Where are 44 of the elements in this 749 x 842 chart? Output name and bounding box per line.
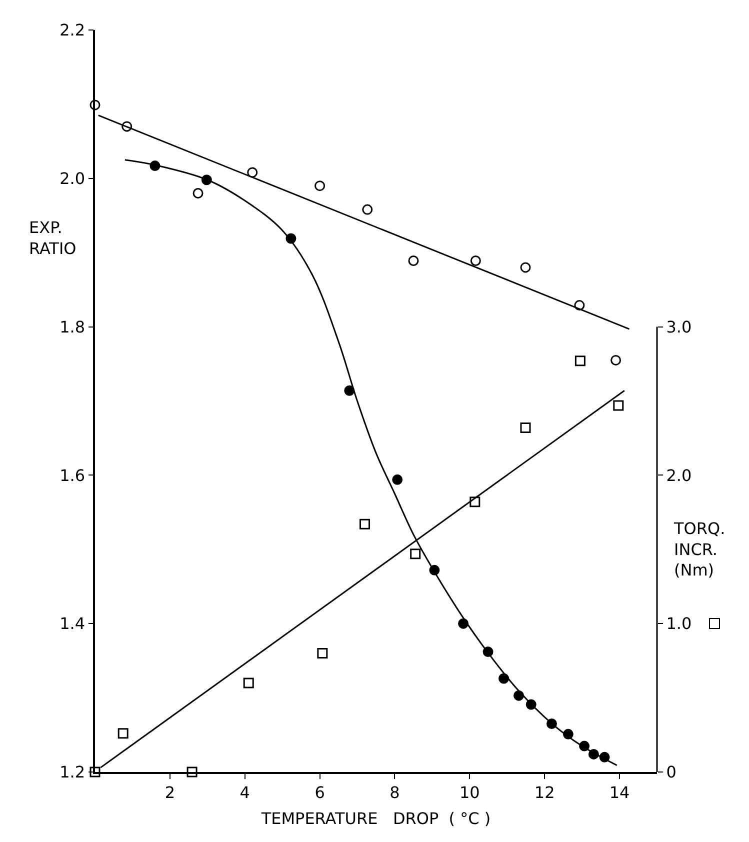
- x-tick-label: 10: [459, 782, 480, 802]
- point: [520, 422, 531, 433]
- x-tick-label: 2: [164, 782, 176, 802]
- point: [186, 766, 198, 778]
- y2-tick-label: 1.0: [666, 614, 692, 634]
- point: [408, 256, 419, 266]
- y-tick-label: 1.4: [60, 614, 86, 634]
- point: [360, 518, 370, 530]
- point: [362, 204, 373, 215]
- y-tick-label: 1.8: [60, 317, 86, 336]
- point: [317, 648, 328, 659]
- x-tick-label: 6: [314, 782, 325, 802]
- point: [90, 100, 100, 110]
- y2-tick-label: 2.0: [666, 466, 692, 485]
- x-tick-label: 12: [534, 782, 555, 802]
- point: [574, 356, 586, 366]
- point: [243, 678, 254, 688]
- x-tick-label: 8: [390, 782, 400, 802]
- y-tick-label: 1.6: [60, 466, 86, 485]
- y2-tick-label: 3.0: [666, 317, 692, 336]
- point: [314, 180, 326, 192]
- point: [520, 262, 531, 273]
- point: [613, 400, 624, 411]
- point: [610, 354, 622, 366]
- y-axis-title: EXP. RATIO: [29, 218, 76, 258]
- x-tick-label: 4: [240, 782, 250, 802]
- point: [192, 188, 204, 198]
- point: [118, 728, 128, 739]
- y2-axis-title: TORQ. INCR. (Nm): [673, 519, 726, 580]
- y-tick-label: 2.2: [60, 20, 86, 40]
- point: [470, 256, 481, 266]
- x-tick-label: 14: [609, 782, 630, 802]
- point: [470, 496, 480, 508]
- point: [344, 385, 355, 396]
- point: [410, 548, 421, 560]
- point: [122, 121, 132, 132]
- y-tick-label: 2.0: [60, 169, 86, 188]
- y-tick-label: 1.2: [60, 762, 86, 782]
- x-axis-title: TEMPERATURE DROP ( °C ): [260, 809, 491, 828]
- point: [392, 474, 403, 485]
- point: [90, 766, 100, 778]
- point: [574, 300, 585, 311]
- point: [247, 167, 258, 178]
- y2-tick-label: 0: [666, 762, 676, 782]
